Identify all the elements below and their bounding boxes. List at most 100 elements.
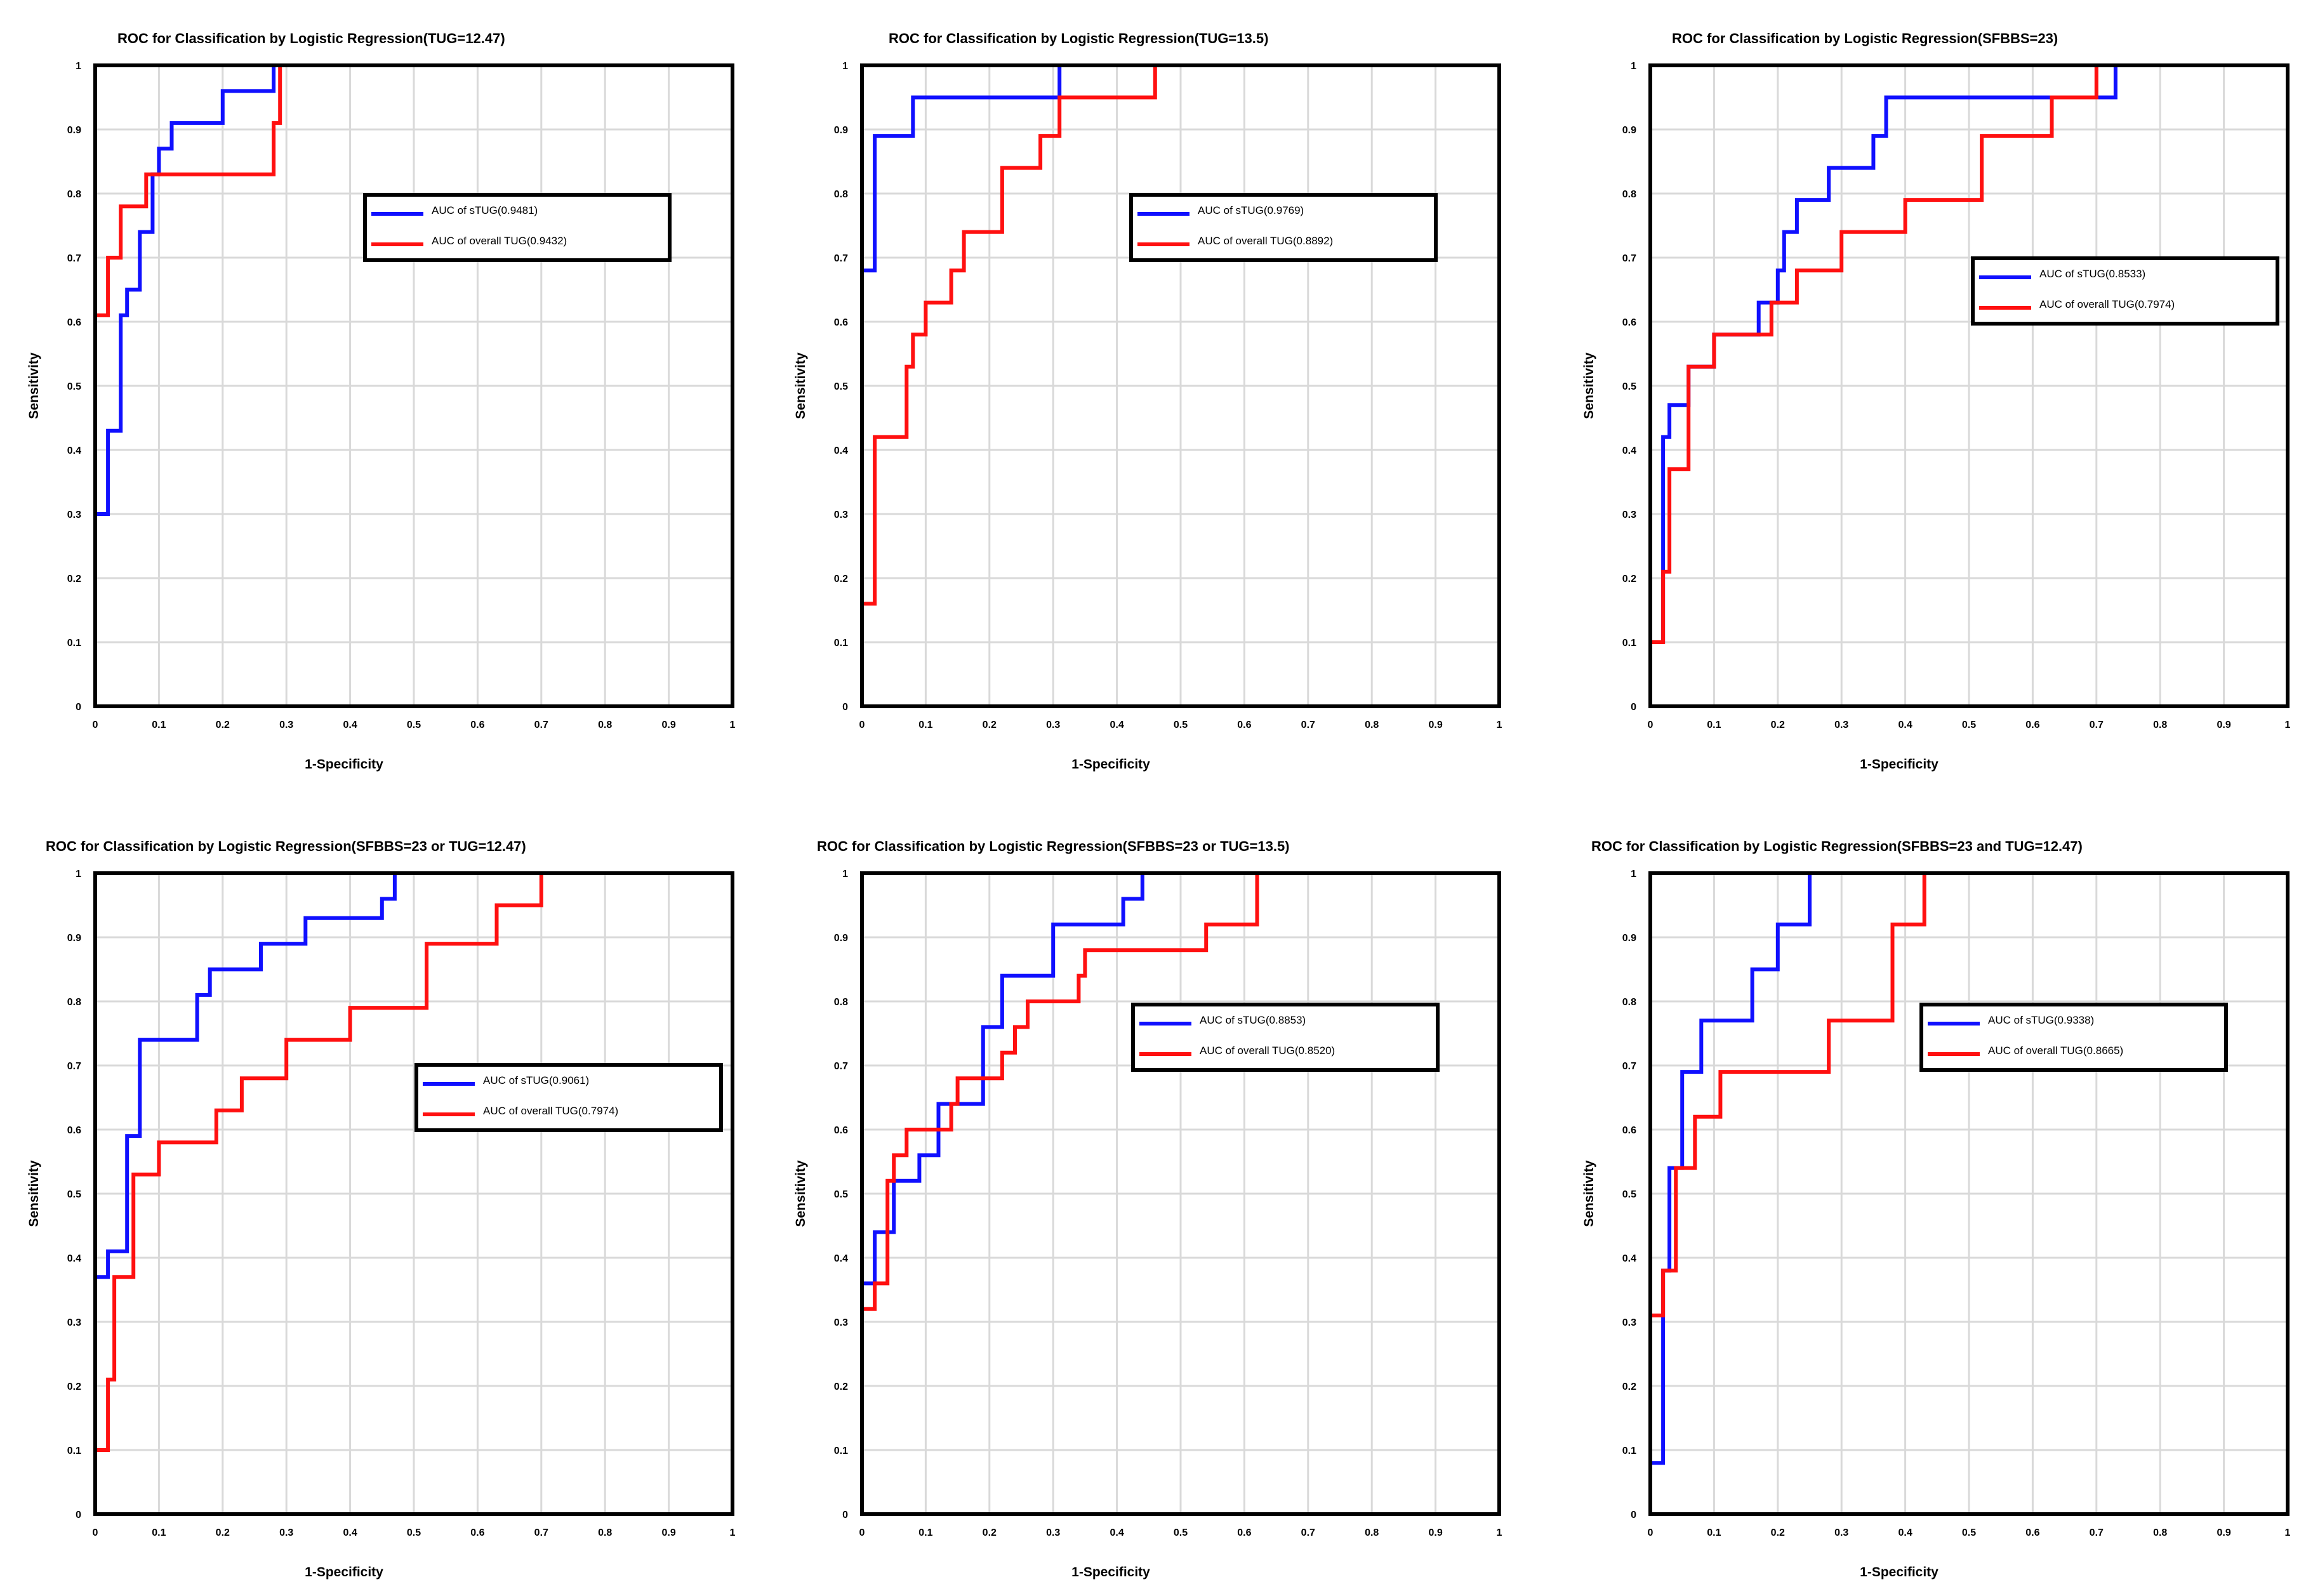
x-tick-label: 0.3 (279, 1527, 293, 1538)
roc-chart-6: 0 0 0.1 0.1 0.2 0.2 0.3 0.3 0.4 0.4 0.5 0.5 0.6 0.6 0.… (1582, 838, 2291, 1580)
x-tick-label: 0.7 (1301, 720, 1315, 730)
x-axis-label: 1-Specificity (1071, 757, 1150, 772)
roc-curve-overall-tug (860, 871, 1499, 1514)
y-tick-label: 1 (76, 869, 81, 880)
y-tick-label: 0.6 (834, 1125, 848, 1136)
y-tick-label: 0.5 (1622, 1189, 1636, 1200)
legend-entry: AUC of sTUG(0.9338) (1988, 1014, 2094, 1026)
x-axis-label: 1-Specificity (305, 1565, 383, 1580)
x-tick-label: 0.9 (1428, 1527, 1442, 1538)
x-tick-label: 0.7 (534, 1527, 548, 1538)
axes-frame (93, 63, 734, 708)
chart-title: ROC for Classification by Logistic Regre… (889, 30, 1268, 46)
y-tick-label: 0.1 (834, 1446, 848, 1456)
legend-entry: AUC of sTUG(0.9061) (483, 1074, 589, 1086)
chart-title: ROC for Classification by Logistic Regre… (1591, 838, 2083, 854)
x-tick-label: 0.3 (1834, 1527, 1848, 1538)
roc-chart-4: 0 0 0.1 0.1 0.2 0.2 0.3 0.3 0.4 0.4 0.5 0.5 0.6 0.6 0.… (27, 838, 736, 1580)
x-tick-label: 0.6 (1237, 1527, 1251, 1538)
x-tick-label: 0.2 (216, 1527, 230, 1538)
y-axis-label: Sensitivity (793, 1160, 808, 1227)
y-tick-label: 0 (76, 702, 81, 713)
x-tick-label: 0.1 (918, 720, 932, 730)
legend-entry: AUC of overall TUG(0.8892) (1198, 235, 1333, 247)
legend-box (1919, 1003, 2228, 1072)
x-tick-label: 1 (730, 1527, 736, 1538)
y-tick-label: 0.8 (834, 997, 848, 1008)
y-axis-label: Sensitivity (1582, 352, 1596, 419)
x-tick-label: 0.2 (1771, 1527, 1785, 1538)
x-tick-label: 0.7 (2090, 1527, 2104, 1538)
y-tick-label: 0.9 (1622, 125, 1636, 136)
y-tick-label: 0.3 (67, 510, 81, 520)
x-tick-label: 0.6 (2025, 720, 2039, 730)
y-tick-label: 0.2 (1622, 574, 1636, 584)
x-tick-label: 0.2 (983, 1527, 997, 1538)
x-tick-label: 0.5 (1174, 1527, 1188, 1538)
legend-entry: AUC of overall TUG(0.9432) (432, 235, 567, 247)
roc-chart-1: 0 0 0.1 0.1 0.2 0.2 0.3 0.3 0.4 0.4 0.5 0.5 0.6 0.6 0.… (27, 30, 736, 772)
y-tick-label: 0.4 (834, 445, 848, 456)
legend: AUC of sTUG(0.8853) AUC of overall TUG(0.… (1131, 1003, 1440, 1072)
y-axis-label: Sensitivity (793, 352, 808, 419)
legend: AUC of sTUG(0.9481) AUC of overall TUG(0.… (363, 193, 672, 262)
x-axis-label: 1-Specificity (1860, 757, 1939, 772)
x-tick-label: 0.8 (598, 1527, 612, 1538)
roc-curve-overall-tug (860, 63, 1499, 706)
legend-box (1129, 193, 1438, 262)
legend-entry: AUC of sTUG(0.9481) (432, 204, 538, 216)
y-tick-label: 0.3 (834, 1317, 848, 1328)
y-tick-label: 0.3 (1622, 1317, 1636, 1328)
legend-entry: AUC of overall TUG(0.7974) (2039, 298, 2175, 310)
y-tick-label: 0.7 (1622, 253, 1636, 264)
roc-curve-stug (1648, 63, 2288, 706)
y-tick-label: 0.1 (67, 1446, 81, 1456)
roc-curve-stug (1648, 871, 2288, 1514)
y-tick-label: 0.5 (67, 1189, 81, 1200)
y-tick-label: 0.6 (67, 1125, 81, 1136)
legend-box (1971, 256, 2279, 326)
legend-box (414, 1063, 723, 1132)
x-tick-label: 0.5 (1962, 1527, 1976, 1538)
x-tick-label: 0 (93, 1527, 98, 1538)
roc-curve-overall-tug (93, 871, 732, 1514)
y-tick-label: 0.7 (67, 253, 81, 264)
roc-curve-overall-tug (1648, 63, 2288, 706)
x-tick-label: 0.2 (216, 720, 230, 730)
x-tick-label: 0.8 (2153, 720, 2167, 730)
axes-frame (1648, 871, 2290, 1516)
y-tick-label: 0.5 (67, 381, 81, 392)
chart-title: ROC for Classification by Logistic Regre… (817, 838, 1290, 854)
x-tick-label: 0.4 (343, 720, 357, 730)
y-tick-label: 0.4 (1622, 445, 1636, 456)
roc-chart-2: 0 0 0.1 0.1 0.2 0.2 0.3 0.3 0.4 0.4 0.5 0.5 0.6 0.6 0.… (793, 30, 1502, 772)
axes-frame (1648, 63, 2290, 708)
y-tick-label: 0.2 (834, 574, 848, 584)
y-tick-label: 0.8 (1622, 997, 1636, 1008)
x-tick-label: 0.4 (343, 1527, 357, 1538)
y-tick-label: 0.2 (1622, 1382, 1636, 1392)
y-tick-label: 0.5 (834, 381, 848, 392)
y-tick-label: 0.7 (67, 1061, 81, 1072)
x-tick-label: 0.5 (1174, 720, 1188, 730)
legend-entry: AUC of overall TUG(0.8665) (1988, 1045, 2123, 1057)
x-tick-label: 0 (859, 720, 865, 730)
x-tick-label: 0.9 (2217, 720, 2230, 730)
x-tick-label: 0.5 (407, 1527, 421, 1538)
y-tick-label: 0.6 (67, 317, 81, 328)
x-tick-label: 0.8 (2153, 1527, 2167, 1538)
x-axis-label: 1-Specificity (1071, 1565, 1150, 1580)
x-axis-label: 1-Specificity (1860, 1565, 1939, 1580)
x-tick-label: 0.3 (1046, 1527, 1060, 1538)
y-tick-label: 1 (1631, 869, 1636, 880)
x-tick-label: 0.6 (470, 1527, 484, 1538)
legend: AUC of sTUG(0.9769) AUC of overall TUG(0.… (1129, 193, 1438, 262)
y-tick-label: 0.9 (1622, 933, 1636, 944)
y-tick-label: 0.4 (834, 1253, 848, 1264)
x-tick-label: 0.7 (2090, 720, 2104, 730)
x-tick-label: 0.5 (407, 720, 421, 730)
y-axis-label: Sensitivity (27, 352, 41, 419)
x-tick-label: 0.1 (1707, 720, 1721, 730)
x-tick-label: 0.7 (534, 720, 548, 730)
